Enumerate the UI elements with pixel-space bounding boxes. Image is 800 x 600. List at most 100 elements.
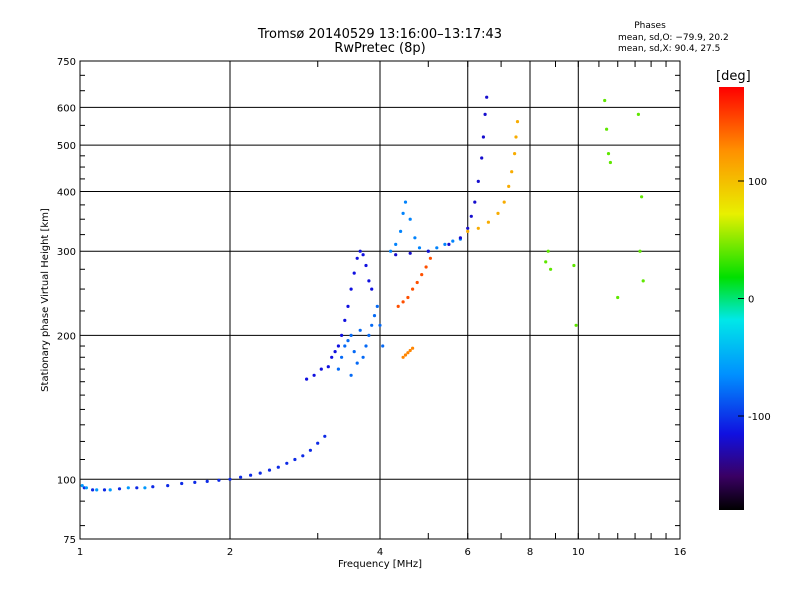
data-point [367, 279, 371, 283]
y-tick-label: 75 [63, 535, 76, 546]
data-point [476, 179, 480, 183]
data-point [343, 318, 347, 322]
x-tick-label: 2 [227, 547, 233, 558]
data-point [408, 251, 412, 255]
series-e-layer-trace-o-mode- [82, 434, 327, 492]
series-patch-near-4-5-mhz [401, 346, 415, 359]
data-point [151, 485, 155, 489]
series-x-mode-lower-branch [396, 256, 432, 308]
data-point [340, 333, 344, 337]
data-point [606, 152, 611, 156]
data-point [415, 280, 419, 285]
data-point [417, 246, 422, 250]
data-point [346, 339, 350, 343]
chart-title: Tromsø 20140529 13:16:00–13:17:43 [257, 27, 503, 42]
data-point [394, 253, 398, 257]
data-point [352, 271, 356, 275]
data-point [349, 373, 353, 377]
data-point [258, 471, 262, 475]
data-point [361, 253, 365, 257]
data-point [473, 200, 477, 204]
data-point [323, 434, 327, 438]
series-f1-cusp [305, 249, 374, 381]
data-point [352, 350, 356, 354]
data-point [316, 441, 320, 445]
data-point [336, 344, 340, 348]
data-point [343, 344, 347, 348]
data-point [340, 355, 344, 359]
data-point [451, 239, 455, 243]
data-point [396, 304, 400, 308]
x-tick-label: 6 [465, 547, 471, 558]
series-f2-trace-x-mode- [466, 120, 520, 233]
data-point [408, 348, 412, 353]
data-point [336, 367, 340, 371]
data-point [84, 486, 88, 490]
data-point [330, 355, 334, 359]
data-point [228, 477, 232, 481]
phase-info-o-mode: mean, sd,O: −79.9, 20.2 [618, 33, 729, 43]
x-tick-label: 16 [674, 547, 687, 558]
x-tick-label: 1 [77, 547, 83, 558]
data-point [411, 287, 415, 291]
data-point [364, 263, 368, 268]
y-tick-label: 200 [57, 331, 76, 342]
x-tick-label: 4 [377, 547, 383, 558]
data-point [403, 200, 408, 204]
y-tick-label: 300 [57, 247, 76, 258]
data-point [319, 367, 323, 371]
data-point [80, 484, 84, 488]
data-point [333, 350, 337, 354]
data-point [367, 333, 371, 337]
data-point [361, 355, 365, 359]
data-point [249, 473, 253, 477]
data-point [135, 486, 139, 490]
data-point [616, 295, 620, 300]
data-point [411, 346, 415, 350]
data-point [408, 217, 412, 221]
data-point [428, 256, 432, 260]
data-point [91, 488, 95, 492]
data-point [641, 279, 645, 283]
data-point [370, 323, 374, 327]
x-tick-label: 8 [527, 547, 533, 558]
colorbar-tick-label: 0 [748, 295, 754, 306]
data-point [447, 242, 451, 246]
data-point [108, 488, 112, 492]
y-tick-label: 750 [57, 57, 76, 68]
colorbar-ticks: 100 0 -100 [738, 177, 771, 423]
data-point [481, 135, 485, 139]
data-point [507, 184, 511, 188]
data-point [126, 486, 130, 490]
data-point [308, 448, 312, 452]
data-point [413, 236, 417, 240]
data-point [217, 478, 221, 482]
chart-subtitle: RwPretec (8p) [334, 41, 426, 56]
data-point [608, 160, 613, 165]
x-tick-label: 10 [572, 547, 585, 558]
data-point [117, 487, 122, 491]
data-point [486, 220, 490, 224]
data-point [394, 242, 398, 246]
phase-info-header: Phases [634, 21, 666, 31]
data-point [372, 314, 377, 318]
y-tick-label: 500 [57, 141, 76, 152]
data-point [346, 304, 350, 308]
data-point [435, 246, 439, 250]
data-point [399, 229, 403, 233]
colorbar-tick-label: -100 [748, 412, 771, 423]
data-point [349, 287, 353, 291]
data-point [496, 211, 500, 215]
data-point [285, 461, 289, 465]
data-point [102, 488, 107, 492]
data-point [638, 249, 642, 253]
y-tick-label: 600 [57, 103, 76, 114]
data-point [636, 112, 641, 116]
data-point [483, 112, 487, 116]
data-point [95, 488, 99, 492]
data-point [205, 479, 209, 483]
data-point [381, 344, 385, 348]
data-point [312, 373, 316, 377]
data-point [515, 120, 520, 124]
